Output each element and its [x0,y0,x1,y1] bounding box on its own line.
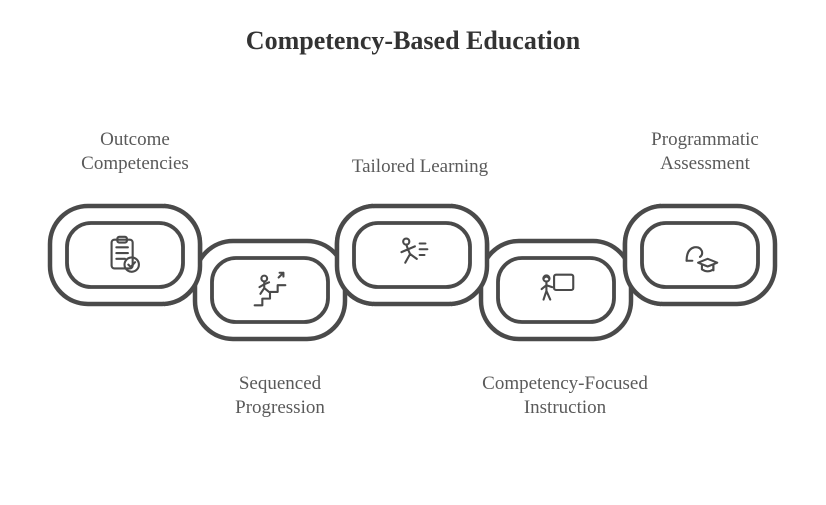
label-sequenced-progression: Sequenced Progression [200,372,360,420]
chain-link-competency-focused-instruction [481,241,631,339]
label-outcome-competencies: Outcome Competencies [60,128,210,176]
label-competency-focused-instruction: Competency-Focused Instruction [480,372,650,420]
label-tailored-learning: Tailored Learning [330,155,510,179]
label-programmatic-assessment: Programmatic Assessment [610,128,800,176]
chain-diagram [0,0,826,505]
chain-link-sequenced-progression [195,241,345,339]
